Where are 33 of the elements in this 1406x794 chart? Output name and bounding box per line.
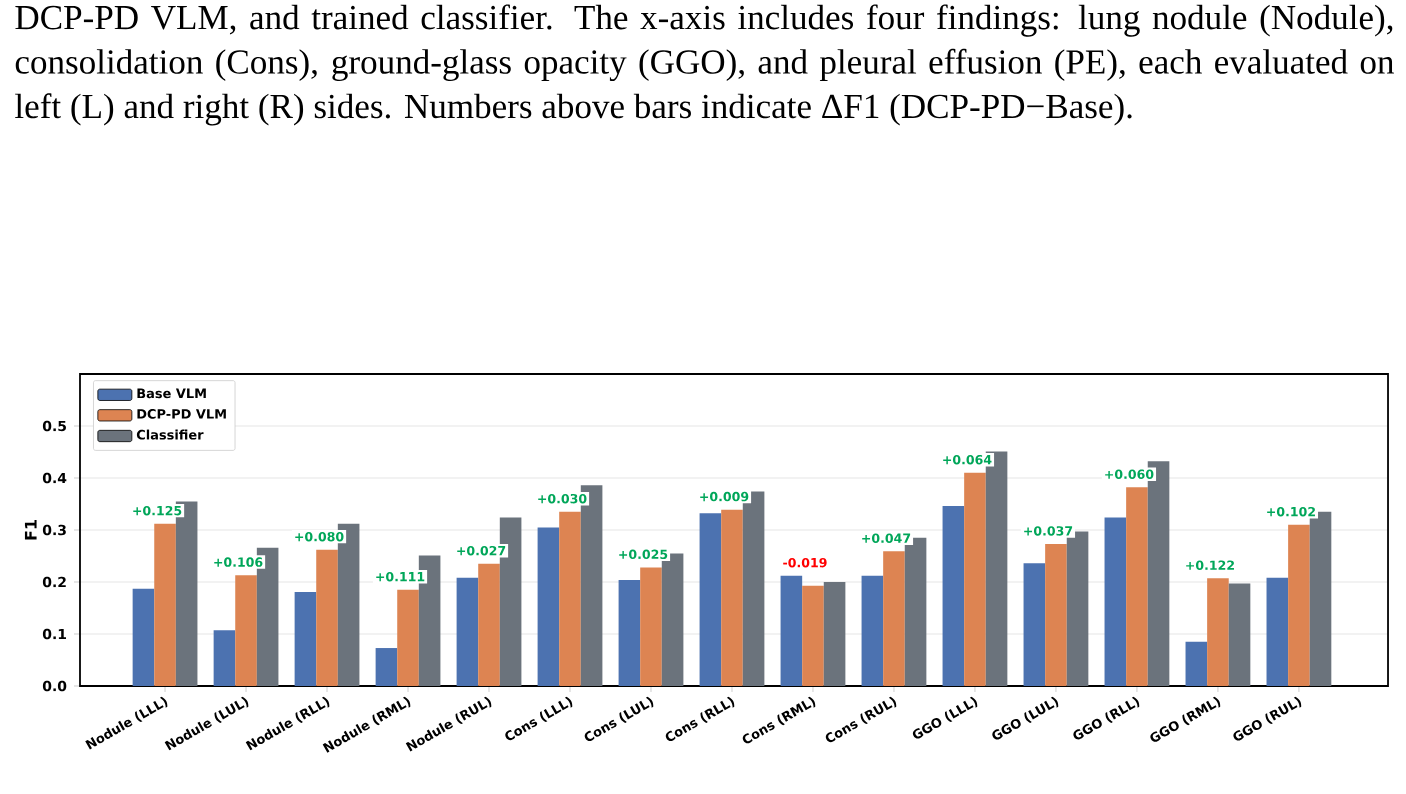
- bar: [154, 523, 176, 686]
- bar: [213, 630, 236, 686]
- bar: [456, 577, 479, 686]
- bar: [1185, 641, 1208, 686]
- bar: [861, 575, 884, 686]
- bar: [294, 591, 317, 686]
- bar: [1104, 517, 1127, 686]
- bar: [316, 549, 338, 686]
- bar: [375, 648, 398, 686]
- bar: [721, 509, 743, 686]
- bar: [1228, 583, 1251, 686]
- bar: [1126, 487, 1148, 686]
- bar: [478, 563, 500, 686]
- bar: [1023, 563, 1046, 686]
- bar: [132, 588, 155, 686]
- bar: [780, 575, 803, 686]
- bar: [883, 551, 905, 686]
- bar: [699, 513, 722, 686]
- bar: [618, 579, 641, 686]
- bar: [964, 472, 986, 686]
- bar: [1045, 544, 1067, 686]
- bar: [823, 582, 846, 686]
- text: DCP-PD VLM, and trained classifier. The x-axis includes four findings: lung nodule (Nodule), consolidation (Cons), ground-glass opacity (GGO), and pleural effusion (PE), each evaluated on left (L) and right (R) sides. Numbers above bars indicate ΔF1 (DCP-PD−Base).: [15, 4, 1394, 126]
- bar: [397, 589, 419, 686]
- bar: [1266, 577, 1289, 686]
- bar: [942, 506, 965, 686]
- bar: [559, 511, 581, 686]
- bar: [802, 585, 824, 686]
- bar: [1288, 524, 1310, 686]
- bar: [537, 527, 560, 686]
- bar: [640, 567, 662, 686]
- bar: [1207, 578, 1229, 686]
- bar: [235, 575, 257, 686]
